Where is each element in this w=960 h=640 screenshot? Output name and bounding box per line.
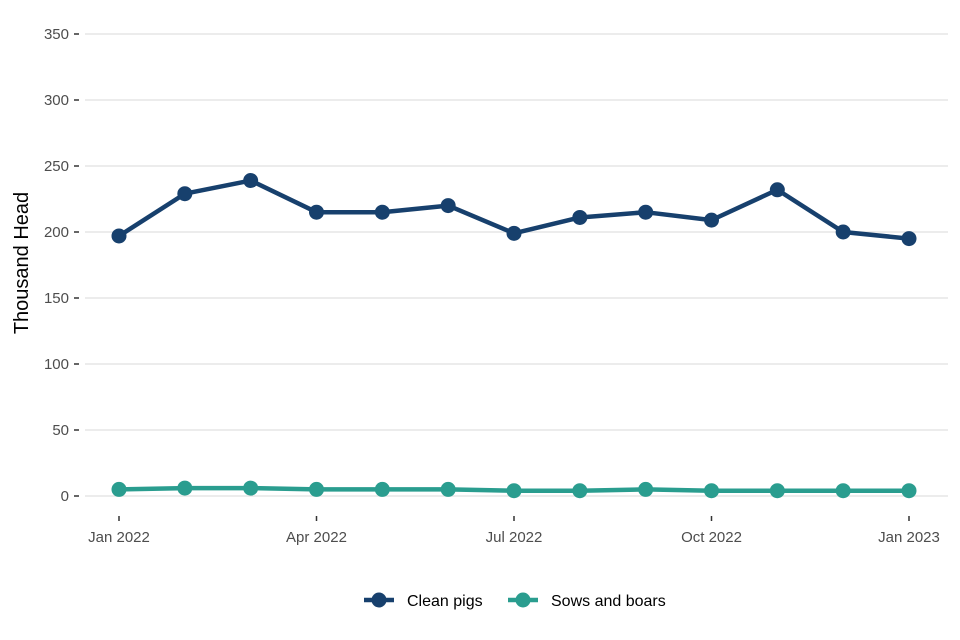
data-point-sows-and-boars [835, 483, 851, 499]
data-point-sows-and-boars [374, 481, 390, 497]
data-point-clean-pigs [506, 225, 522, 241]
legend-label: Sows and boars [551, 593, 666, 610]
data-point-clean-pigs [769, 182, 785, 198]
x-tick-label: Jan 2023 [878, 529, 940, 546]
data-point-clean-pigs [572, 209, 588, 225]
data-point-clean-pigs [111, 228, 127, 244]
data-point-clean-pigs [835, 224, 851, 240]
data-point-sows-and-boars [111, 481, 127, 497]
y-tick-label: 250 [44, 158, 69, 175]
x-tick-label: Apr 2022 [286, 529, 347, 546]
legend-label: Clean pigs [407, 593, 483, 610]
legend-item-sows-and-boars: Sows and boars [508, 592, 666, 610]
data-point-sows-and-boars [177, 480, 193, 496]
data-point-sows-and-boars [704, 483, 719, 499]
y-tick-label: 200 [44, 224, 69, 241]
y-tick-label: 100 [44, 356, 69, 373]
data-point-clean-pigs [243, 173, 259, 189]
y-tick-label: 0 [61, 488, 69, 505]
series-sows-and-boars [111, 480, 917, 499]
y-tick-label: 350 [44, 26, 69, 43]
data-point-sows-and-boars [440, 481, 456, 497]
data-point-sows-and-boars [243, 480, 259, 496]
data-point-sows-and-boars [769, 483, 785, 499]
data-point-sows-and-boars [309, 481, 324, 497]
y-tick-label: 300 [44, 92, 69, 109]
data-point-sows-and-boars [901, 483, 917, 499]
y-tick-label: 150 [44, 290, 69, 307]
data-point-sows-and-boars [506, 483, 522, 499]
legend: Clean pigs Sows and boars [364, 592, 666, 610]
x-tick-label: Oct 2022 [681, 529, 742, 546]
data-point-clean-pigs [901, 231, 917, 247]
data-point-clean-pigs [704, 212, 719, 228]
series-clean-pigs [111, 173, 917, 247]
data-point-clean-pigs [374, 204, 390, 220]
legend-key-marker [371, 592, 387, 608]
data-point-clean-pigs [440, 198, 456, 214]
data-point-clean-pigs [177, 186, 193, 202]
gridlines [85, 33, 948, 497]
series-layer [111, 173, 917, 499]
x-tick-label: Jul 2022 [486, 529, 543, 546]
legend-key-marker [515, 592, 531, 608]
data-point-clean-pigs [638, 204, 654, 220]
data-point-clean-pigs [309, 204, 324, 220]
data-point-sows-and-boars [572, 483, 588, 499]
legend-item-clean-pigs: Clean pigs [364, 592, 483, 610]
y-tick-label: 50 [52, 422, 69, 439]
data-point-sows-and-boars [638, 481, 654, 497]
x-axis: Jan 2022 Apr 2022 Jul 2022 Oct 2022 Jan 2023 [88, 516, 940, 546]
y-axis: 0 50 100 150 200 250 300 350 [44, 26, 79, 505]
x-tick-label: Jan 2022 [88, 529, 150, 546]
y-axis-title: Thousand Head [11, 192, 33, 334]
